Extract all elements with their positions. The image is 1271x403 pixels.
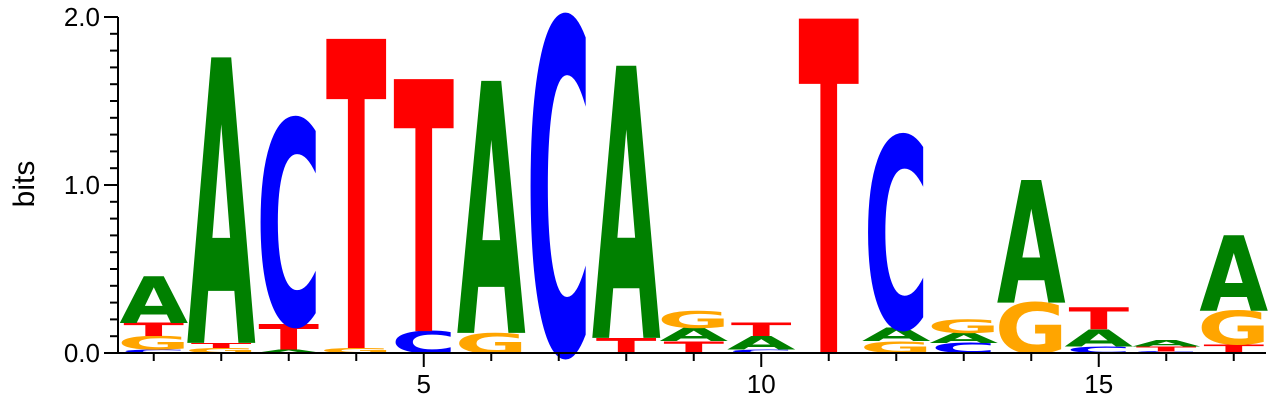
logo-letter-t: T (191, 341, 252, 349)
logo-letter-g: G (657, 307, 730, 334)
logo-letter-g: G (1197, 302, 1270, 356)
logo-letter-c: C (121, 349, 186, 354)
logo-letter-c: C (1066, 344, 1131, 355)
logo-letter-t: T (258, 317, 319, 357)
logo-letter-a: A (997, 146, 1066, 342)
y-tick-label: 0.0 (64, 338, 100, 368)
logo-letter-a: A (727, 333, 796, 355)
y-axis-title: bits (8, 161, 41, 208)
logo-letter-a: A (119, 264, 188, 339)
logo-letter-t: T (393, 11, 454, 403)
logo-letter-g: G (185, 347, 258, 355)
logo-letter-c: C (729, 349, 794, 354)
x-tick-label: 15 (1084, 369, 1113, 399)
logo-letter-t: T (1068, 301, 1129, 336)
logo-letter-c: C (256, 64, 321, 392)
logo-letter-c: C (864, 85, 929, 390)
logo-letter-a: A (592, 0, 661, 403)
logo-letter-a: A (254, 349, 323, 354)
logo-letter-t: T (123, 319, 184, 341)
axes-layer: 0.0 1.0 2.0 5 10 15 (64, 2, 1266, 399)
y-tick-label: 2.0 (64, 2, 100, 32)
logo-letter-a: A (1199, 214, 1268, 335)
logo-letter-t: T (731, 319, 792, 341)
logo-letter-a: A (1064, 325, 1133, 352)
x-tick-label: 10 (747, 369, 776, 399)
logo-letter-a: A (659, 324, 728, 346)
logo-letter-t: T (1136, 345, 1197, 353)
logo-letter-t: T (798, 0, 859, 403)
y-tick-label: 1.0 (64, 170, 100, 200)
logo-letter-a: A (862, 324, 931, 346)
logo-letter-g: G (117, 333, 190, 355)
logo-letter-g: G (320, 347, 393, 355)
x-tick-label: 5 (417, 369, 431, 399)
logo-letter-a: A (457, 12, 526, 403)
logo-letter-a: A (187, 0, 256, 403)
letters-layer: CGTAGTAATCGTCTGACTATAGCATTGACCAGGACATCTA… (117, 0, 1270, 403)
logo-letter-t: T (326, 0, 387, 403)
logo-letter-a: A (1132, 338, 1201, 349)
logo-letter-c: C (526, 0, 591, 403)
logo-letter-g: G (927, 316, 1000, 338)
logo-letter-a: A (929, 330, 998, 346)
